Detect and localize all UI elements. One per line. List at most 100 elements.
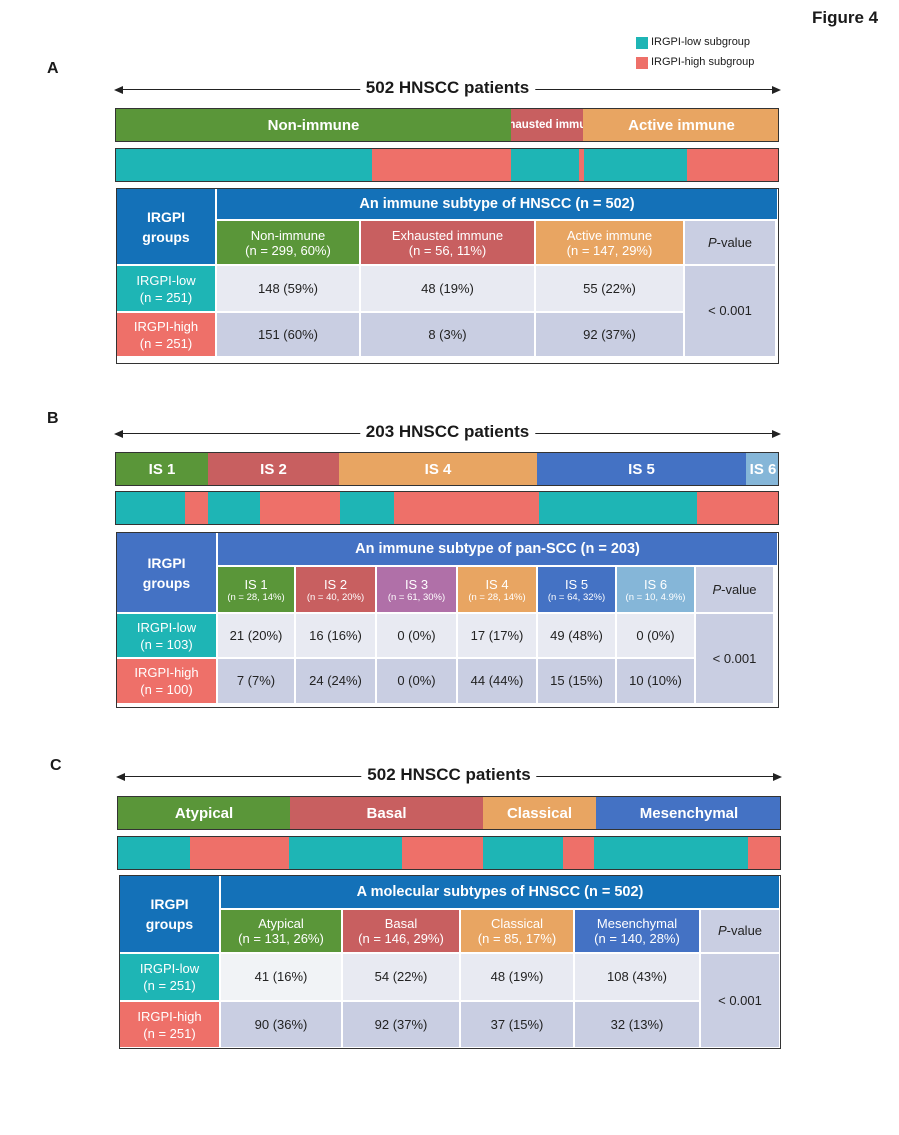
- irgpi-group-label: IRGPI-high (n = 100): [117, 659, 216, 703]
- subtype-name: Exhausted immune: [391, 227, 504, 243]
- group-name: IRGPI-low: [136, 272, 196, 288]
- subtype-count: (n = 10, 4.9%): [625, 591, 686, 603]
- table-cell: 8 (3%): [361, 313, 534, 356]
- irgpi-high-segment: [402, 837, 483, 869]
- table-cell: 54 (22%): [343, 954, 459, 1000]
- patients-header: 502 HNSCC patients: [359, 78, 536, 98]
- arrowhead-left-icon: [114, 429, 123, 438]
- table-cell: 0 (0%): [617, 614, 694, 657]
- subtype-header: Mesenchymal (n = 140, 28%): [575, 910, 699, 952]
- irgpi-group-bar: [115, 491, 779, 525]
- group-count: (n = 251): [139, 335, 193, 351]
- patients-header: 502 HNSCC patients: [361, 765, 537, 785]
- group-count: (n = 251): [143, 1025, 196, 1041]
- pvalue-header-italic: P: [717, 923, 727, 938]
- table-cell: 55 (22%): [536, 266, 683, 311]
- subtype-bar: IS 1 IS 2 IS 4 IS 5 IS 6: [115, 452, 779, 486]
- arrowhead-right-icon: [773, 772, 782, 781]
- irgpi-low-segment: [289, 837, 402, 869]
- table-cell: 44 (44%): [458, 659, 536, 703]
- pvalue: < 0.001: [701, 954, 779, 1047]
- table-cell: 32 (13%): [575, 1002, 699, 1047]
- irgpi-low-segment: [118, 837, 190, 869]
- figure-title: Figure 4: [812, 8, 879, 27]
- table-cell: 151 (60%): [217, 313, 359, 356]
- arrowhead-right-icon: [772, 85, 781, 94]
- subtype-header: Exhausted immune (n = 56, 11%): [361, 221, 534, 264]
- subtype-name: IS 3: [404, 576, 429, 592]
- subtype-name: IS 6: [643, 576, 668, 592]
- subtype-name: IS 1: [244, 576, 268, 592]
- group-name: IRGPI-low: [136, 619, 197, 635]
- subtype-segment: IS 6: [746, 453, 778, 485]
- irgpi-low-segment: [594, 837, 748, 869]
- subtype-name: IS 5: [564, 576, 589, 592]
- subtype-count: (n = 147, 29%): [566, 242, 653, 258]
- subtype-table: IRGPI groups A molecular subtypes of HNSC…: [119, 875, 781, 1049]
- subtype-count: (n = 299, 60%): [245, 242, 331, 258]
- irgpi-group-label: IRGPI-high (n = 251): [117, 313, 215, 356]
- table-cell: 10 (10%): [617, 659, 694, 703]
- pvalue-header: P -value: [696, 567, 773, 612]
- table-cell: 90 (36%): [221, 1002, 341, 1047]
- subtype-header: Basal (n = 146, 29%): [343, 910, 459, 952]
- subtype-name: Classical: [490, 916, 543, 931]
- table-cell: 37 (15%): [461, 1002, 573, 1047]
- panel-label: C: [50, 757, 62, 774]
- subtype-name: Mesenchymal: [596, 916, 678, 931]
- pvalue-header-italic: P: [707, 234, 717, 250]
- table-cell: 49 (48%): [538, 614, 615, 657]
- group-name: IRGPI-low: [139, 961, 200, 976]
- irgpi-low-segment: [340, 492, 394, 524]
- table-title: A molecular subtypes of HNSCC (n = 502): [221, 876, 779, 908]
- arrowhead-right-icon: [772, 429, 781, 438]
- group-name: IRGPI-high: [133, 318, 199, 334]
- table-cell: 17 (17%): [458, 614, 536, 657]
- pvalue-header-rest: -value: [721, 581, 757, 597]
- subtype-count: (n = 64, 32%): [547, 591, 606, 603]
- subtype-header: IS 1 (n = 28, 14%): [218, 567, 294, 612]
- subtype-count: (n = 131, 26%): [238, 931, 324, 946]
- subtype-segment: Basal: [290, 797, 483, 829]
- table-cell: 24 (24%): [296, 659, 375, 703]
- table-cell: 41 (16%): [221, 954, 341, 1000]
- subtype-segment: Non-immune: [116, 109, 511, 141]
- subtype-bar: Non-immuneExhausted immuneActive immune: [115, 108, 779, 142]
- irgpi-group-bar: [117, 836, 781, 870]
- subtype-name: Non-immune: [250, 227, 326, 243]
- subtype-header: IS 5 (n = 64, 32%): [538, 567, 615, 612]
- irgpi-high-segment: [260, 492, 340, 524]
- table-cell: 0 (0%): [377, 614, 456, 657]
- group-count: (n = 251): [139, 289, 193, 305]
- legend-label: IRGPI-high subgroup: [651, 56, 755, 68]
- subtype-count: (n = 140, 28%): [594, 931, 680, 946]
- subtype-bar: Atypical Basal Classical Mesenchymal: [117, 796, 781, 830]
- subtype-count: (n = 56, 11%): [408, 242, 487, 258]
- irgpi-high-segment: [748, 837, 780, 869]
- legend-swatch: [636, 37, 648, 49]
- legend-label: IRGPI-low subgroup: [651, 36, 751, 48]
- subtype-name: Atypical: [258, 916, 304, 931]
- irgpi-high-segment: [185, 492, 208, 524]
- subtype-count: (n = 28, 14%): [468, 591, 526, 603]
- irgpi-high-segment: [563, 837, 594, 869]
- arrowhead-left-icon: [114, 85, 123, 94]
- subtype-segment: IS 2: [208, 453, 339, 485]
- irgpi-groups-header: IRGPI groups: [120, 876, 219, 952]
- subtype-segment: Active immune: [583, 109, 778, 141]
- table-cell: 92 (37%): [343, 1002, 459, 1047]
- table-cell: 48 (19%): [361, 266, 534, 311]
- table-cell: 16 (16%): [296, 614, 375, 657]
- subtype-header: Non-immune (n = 299, 60%): [217, 221, 359, 264]
- subtype-count: (n = 40, 20%): [306, 591, 365, 603]
- irgpi-high-segment: [687, 149, 778, 181]
- subtype-count: (n = 61, 30%): [387, 591, 446, 603]
- subtype-header: Atypical (n = 131, 26%): [221, 910, 341, 952]
- subtype-name: Basal: [384, 916, 418, 931]
- pvalue: < 0.001: [685, 266, 775, 356]
- subtype-name: Active immune: [566, 227, 653, 243]
- irgpi-high-segment: [697, 492, 778, 524]
- subtype-header: Active immune (n = 147, 29%): [536, 221, 683, 264]
- irgpi-group-label: IRGPI-low (n = 103): [117, 614, 216, 657]
